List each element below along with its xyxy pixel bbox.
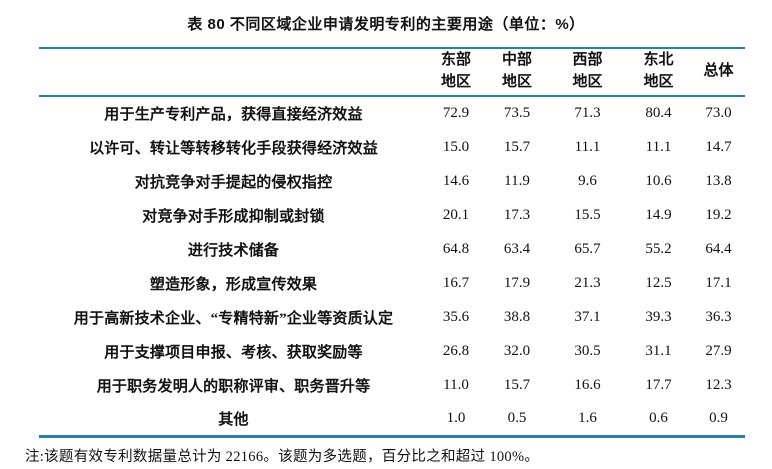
- value-cell: 1.0: [446, 409, 466, 426]
- value-cell: 12.5: [645, 274, 672, 291]
- value-cell: 15.7: [503, 376, 531, 393]
- value-cell: 35.6: [442, 308, 470, 325]
- column-header-central: 中部地区: [501, 52, 532, 90]
- value-cell: 11.1: [574, 138, 601, 155]
- row-label: 用于职务发明人的职称评审、职务晋升等: [96, 378, 371, 395]
- table-row: 用于支撑项目申报、考核、获取奖励等 26.8 32.0 30.5 31.1 27.9: [39, 334, 745, 368]
- value-cell: 15.0: [442, 138, 470, 155]
- row-label: 进行技术储备: [187, 242, 280, 259]
- header-row: 东部地区 中部地区 西部地区 东北地区 总体: [39, 48, 745, 96]
- value-cell: 55.2: [645, 240, 672, 257]
- value-cell: 15.5: [574, 206, 601, 223]
- value-cell: 1.6: [578, 409, 597, 426]
- label-column-header: [39, 48, 428, 96]
- value-cell: 32.0: [503, 342, 531, 359]
- value-cell: 27.9: [705, 342, 732, 359]
- value-cell: 80.4: [645, 105, 672, 121]
- patent-use-table: 东部地区 中部地区 西部地区 东北地区 总体 用于生产专利产品，获得直接经济效益…: [39, 47, 745, 438]
- column-header-west: 西部地区: [572, 52, 603, 90]
- value-cell: 11.9: [504, 172, 530, 189]
- value-cell: 14.7: [705, 138, 732, 155]
- row-label: 对抗竞争对手提起的侵权指控: [134, 174, 333, 191]
- row-label: 用于支撑项目申报、考核、获取奖励等: [104, 344, 363, 361]
- value-cell: 12.3: [705, 376, 732, 393]
- value-cell: 21.3: [574, 274, 601, 291]
- value-cell: 63.4: [503, 240, 531, 257]
- table-title: 表 80 不同区域企业申请发明专利的主要用途（单位：%）: [187, 16, 585, 33]
- row-label: 用于生产专利产品，获得直接经济效益: [104, 107, 363, 123]
- value-cell: 72.9: [442, 105, 470, 121]
- footnote: 注:该题有效专利数据量总计为 22166。该题为多选题，百分比之和超过 100%…: [25, 448, 540, 465]
- value-cell: 38.8: [503, 308, 531, 325]
- value-cell: 11.0: [443, 376, 469, 393]
- table-row: 对竞争对手形成抑制或封锁 20.1 17.3 15.5 14.9 19.2: [39, 198, 745, 232]
- value-cell: 16.6: [574, 376, 601, 393]
- value-cell: 0.9: [709, 409, 728, 426]
- value-cell: 20.1: [442, 206, 470, 223]
- value-cell: 73.0: [705, 105, 732, 121]
- value-cell: 14.6: [442, 172, 470, 189]
- value-cell: 10.6: [645, 172, 672, 189]
- value-cell: 39.3: [645, 308, 672, 325]
- value-cell: 0.6: [649, 409, 668, 426]
- column-header-northeast: 东北地区: [643, 52, 674, 90]
- value-cell: 64.8: [442, 240, 470, 257]
- row-label: 用于高新技术企业、“专精特新”企业等资质认定: [73, 310, 394, 327]
- value-cell: 17.9: [503, 274, 531, 291]
- value-cell: 9.6: [578, 172, 597, 189]
- table-row: 进行技术储备 64.8 63.4 65.7 55.2 64.4: [39, 232, 745, 266]
- table-row: 用于高新技术企业、“专精特新”企业等资质认定 35.6 38.8 37.1 39.3 36…: [39, 300, 745, 334]
- value-cell: 36.3: [705, 308, 732, 325]
- value-cell: 19.2: [705, 206, 732, 223]
- value-cell: 26.8: [442, 342, 470, 359]
- row-label: 塑造形象，形成宣传效果: [149, 276, 318, 293]
- table-row: 塑造形象，形成宣传效果 16.7 17.9 21.3 12.5 17.1: [39, 266, 745, 300]
- value-cell: 16.7: [442, 274, 470, 291]
- value-cell: 65.7: [574, 240, 601, 257]
- value-cell: 15.7: [503, 138, 531, 155]
- value-cell: 37.1: [574, 308, 601, 325]
- value-cell: 17.7: [645, 376, 672, 393]
- value-cell: 30.5: [574, 342, 601, 359]
- row-label: 对竞争对手形成抑制或封锁: [142, 208, 325, 225]
- value-cell: 17.1: [705, 274, 732, 291]
- table-row: 对抗竞争对手提起的侵权指控 14.6 11.9 9.6 10.6 13.8: [39, 164, 745, 198]
- value-cell: 0.5: [507, 409, 527, 426]
- table-row: 用于生产专利产品，获得直接经济效益 72.9 73.5 71.3 80.4 73.0: [39, 96, 745, 130]
- value-cell: 31.1: [645, 342, 672, 359]
- value-cell: 14.9: [645, 206, 672, 223]
- value-cell: 73.5: [503, 105, 531, 121]
- value-cell: 13.8: [705, 172, 732, 189]
- table-row: 以许可、转让等转移转化手段获得经济效益 15.0 15.7 11.1 11.1 14.7: [39, 130, 745, 164]
- value-cell: 64.4: [705, 240, 732, 257]
- table-row: 用于职务发明人的职称评审、职务晋升等 11.0 15.7 16.6 17.7 12.3: [39, 368, 745, 402]
- table-row: 其他 1.0 0.5 1.6 0.6 0.9: [39, 402, 745, 436]
- value-cell: 17.3: [503, 206, 531, 223]
- column-header-east: 东部地区: [440, 52, 471, 90]
- column-header-overall: 总体: [703, 63, 734, 80]
- value-cell: 11.1: [645, 138, 672, 155]
- row-label: 以许可、转让等转移转化手段获得经济效益: [89, 140, 378, 157]
- value-cell: 71.3: [574, 105, 601, 121]
- row-label: 其他: [218, 411, 249, 428]
